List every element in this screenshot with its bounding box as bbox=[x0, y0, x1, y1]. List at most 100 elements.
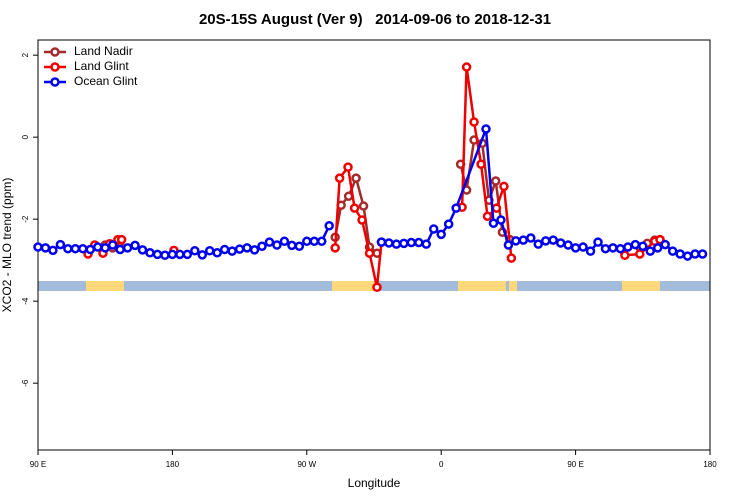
data-point bbox=[358, 201, 369, 211]
data-point bbox=[506, 253, 517, 263]
data-point bbox=[421, 239, 432, 249]
chart-title: 20S-15S August (Ver 9) 2014-09-06 to 201… bbox=[199, 11, 551, 28]
data-point bbox=[234, 244, 245, 254]
data-point bbox=[70, 243, 81, 254]
data-point bbox=[343, 162, 353, 172]
data-point bbox=[182, 249, 193, 260]
data-point bbox=[92, 242, 103, 252]
legend-marker bbox=[50, 47, 60, 57]
data-point bbox=[436, 229, 446, 240]
data-point bbox=[476, 159, 486, 169]
data-point bbox=[330, 243, 340, 253]
y-tick-label: -6 bbox=[21, 379, 30, 387]
data-point bbox=[690, 249, 700, 259]
data-point bbox=[630, 239, 641, 250]
y-axis-label: XCO2 - MLO trend (ppm) bbox=[0, 178, 14, 313]
data-point bbox=[145, 248, 155, 258]
data-point bbox=[469, 117, 479, 127]
data-point bbox=[309, 236, 320, 247]
data-point bbox=[697, 249, 708, 259]
x-tick-label: 180 bbox=[703, 460, 717, 469]
data-point bbox=[85, 244, 96, 255]
legend-label: Ocean Glint bbox=[74, 74, 138, 88]
data-point bbox=[548, 235, 558, 245]
data-point bbox=[364, 248, 375, 258]
data-point bbox=[249, 245, 260, 255]
data-point bbox=[660, 239, 670, 250]
data-point bbox=[272, 240, 282, 250]
data-point bbox=[593, 237, 603, 247]
data-point bbox=[555, 238, 566, 248]
data-point bbox=[482, 211, 493, 222]
data-point bbox=[122, 243, 133, 253]
data-point bbox=[443, 219, 454, 229]
data-point bbox=[242, 243, 252, 253]
data-point bbox=[349, 203, 360, 213]
legend-marker bbox=[50, 62, 60, 72]
data-point bbox=[526, 233, 536, 243]
data-point bbox=[490, 176, 501, 186]
data-point bbox=[652, 243, 663, 253]
data-point bbox=[675, 249, 685, 259]
data-point bbox=[451, 203, 461, 213]
data-point bbox=[287, 240, 297, 251]
land-strip bbox=[86, 281, 124, 291]
data-point bbox=[316, 236, 327, 247]
legend-label: Land Glint bbox=[74, 59, 129, 73]
data-point bbox=[511, 236, 521, 246]
data-point bbox=[294, 241, 305, 251]
data-point bbox=[264, 237, 275, 247]
data-point bbox=[414, 237, 424, 248]
data-point bbox=[137, 245, 148, 255]
land-strip bbox=[458, 281, 506, 291]
data-point bbox=[428, 224, 439, 234]
data-point bbox=[219, 244, 230, 255]
data-point bbox=[130, 240, 140, 251]
data-point bbox=[600, 243, 611, 254]
legend-marker bbox=[50, 77, 60, 87]
data-point bbox=[167, 249, 178, 260]
data-point bbox=[461, 62, 472, 72]
data-point bbox=[351, 173, 361, 183]
land-strip bbox=[622, 281, 660, 291]
data-point bbox=[638, 241, 648, 251]
y-tick-label: 2 bbox=[21, 52, 30, 57]
data-point bbox=[175, 249, 185, 260]
data-point bbox=[518, 235, 529, 245]
data-point bbox=[645, 246, 656, 256]
data-point bbox=[667, 246, 678, 256]
data-point bbox=[107, 240, 118, 250]
data-point bbox=[406, 237, 417, 248]
data-point bbox=[324, 220, 334, 231]
data-point bbox=[78, 243, 88, 254]
data-point bbox=[227, 246, 237, 256]
data-point bbox=[152, 249, 163, 260]
x-tick-label: 180 bbox=[166, 460, 180, 469]
data-point bbox=[33, 242, 43, 252]
series bbox=[33, 124, 708, 261]
data-point bbox=[55, 239, 66, 250]
data-point bbox=[585, 246, 596, 256]
data-point bbox=[635, 249, 645, 259]
data-point bbox=[190, 245, 200, 256]
data-point bbox=[488, 218, 499, 229]
data-point bbox=[491, 203, 502, 213]
data-point bbox=[40, 243, 51, 253]
data-point bbox=[115, 244, 125, 255]
data-point bbox=[578, 242, 588, 252]
land-strip bbox=[332, 281, 379, 291]
data-point bbox=[481, 124, 491, 134]
data-point bbox=[204, 245, 215, 256]
data-point bbox=[116, 234, 127, 245]
data-point bbox=[279, 236, 290, 247]
data-point bbox=[391, 239, 402, 249]
data-point bbox=[212, 248, 222, 258]
legend-label: Land Nadir bbox=[74, 44, 133, 58]
y-tick-label: -2 bbox=[21, 215, 30, 223]
data-point bbox=[372, 282, 382, 292]
x-tick-label: 90 E bbox=[567, 460, 583, 469]
x-axis-label: Longitude bbox=[348, 476, 401, 490]
data-point bbox=[160, 250, 170, 260]
